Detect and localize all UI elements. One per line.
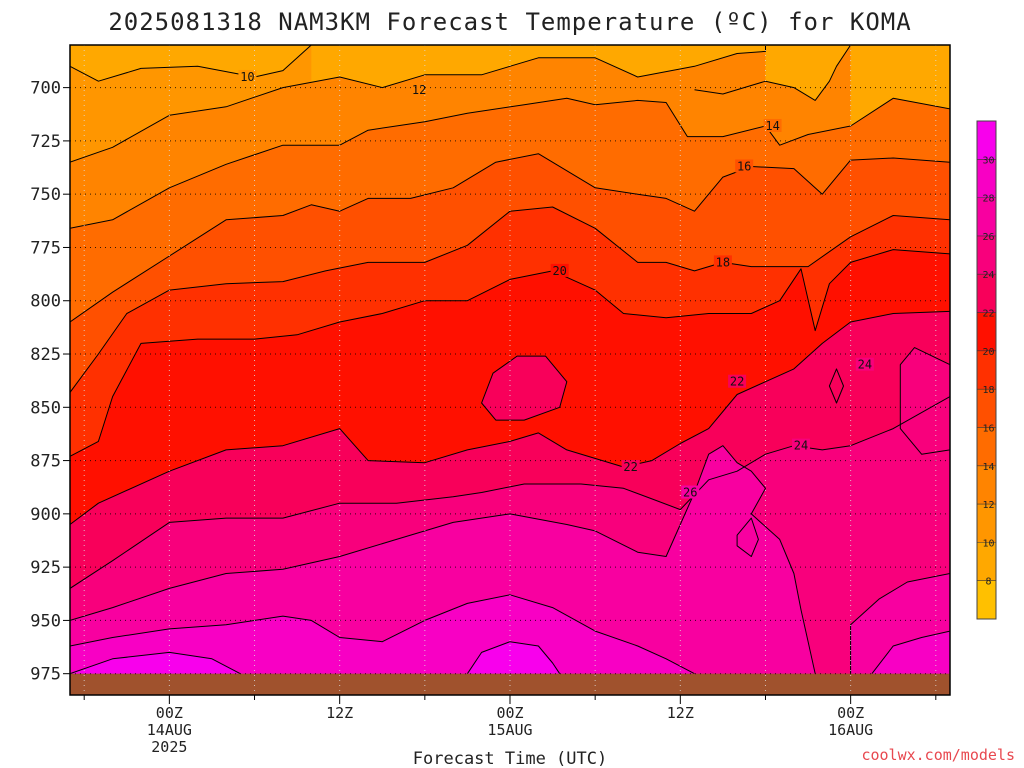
colorbar-swatch <box>977 389 996 428</box>
contour-line-28 <box>871 630 950 675</box>
chart-title: 2025081318 NAM3KM Forecast Temperature (… <box>108 8 911 36</box>
colorbar-swatch <box>977 197 996 236</box>
x-tick-label: 16AUG <box>828 721 873 739</box>
x-tick-label: 2025 <box>151 738 187 756</box>
contour-label-16: 16 <box>735 159 754 173</box>
colorbar-swatch <box>977 159 996 198</box>
svg-text:18: 18 <box>716 255 730 269</box>
colorbar-label: 30 <box>982 155 994 166</box>
colorbar-swatch <box>977 350 996 390</box>
contour-line-12 <box>694 45 852 101</box>
svg-text:16: 16 <box>737 159 751 173</box>
x-tick-label: 00Z <box>496 704 523 722</box>
closed-band-26 <box>737 518 759 557</box>
contour-line-26 <box>70 445 816 674</box>
y-tick-label: 850 <box>30 398 61 418</box>
colorbar-swatch <box>977 542 996 581</box>
contour-line-22 <box>70 310 950 525</box>
colorbar-label: 20 <box>982 347 994 358</box>
contour-line-24 <box>899 347 950 455</box>
contour-label-22: 22 <box>728 374 747 389</box>
contour-line-10 <box>70 45 312 82</box>
contour-line-28 <box>70 594 695 675</box>
colorbar: 8 10 12 14 16 18 20 22 24 26 28 30 <box>976 120 997 620</box>
y-tick-label: 825 <box>30 345 61 365</box>
contour-line-18 <box>70 206 950 393</box>
svg-text:24: 24 <box>858 358 872 372</box>
colorbar-swatch <box>977 427 996 466</box>
closed-band-24 <box>900 347 950 455</box>
colorbar-label: 10 <box>982 538 994 549</box>
svg-text:22: 22 <box>730 375 744 389</box>
x-tick-label: 00Z <box>837 704 864 722</box>
y-tick-label: 750 <box>30 185 61 205</box>
colorbar-label: 14 <box>982 462 994 473</box>
y-tick-label: 725 <box>30 132 61 152</box>
svg-text:20: 20 <box>552 264 566 278</box>
colorbar-label: 26 <box>982 232 994 243</box>
contour-line-22 <box>828 368 844 404</box>
colorbar-label: 28 <box>982 194 994 205</box>
colorbar-label: 8 <box>985 577 991 588</box>
colorbar-label: 16 <box>982 423 994 434</box>
ground-strip <box>70 673 950 695</box>
contour-label-26: 26 <box>681 485 700 500</box>
contour-label-20: 20 <box>550 263 569 278</box>
svg-text:14: 14 <box>765 119 779 133</box>
colorbar-swatch <box>977 312 996 351</box>
x-tick-label: 15AUG <box>487 721 532 739</box>
contour-line-22 <box>481 355 568 421</box>
colorbar-swatch <box>977 235 996 275</box>
filled-contours <box>70 45 950 695</box>
contour-label-10: 10 <box>238 69 257 84</box>
colorbar-swatch <box>977 580 996 619</box>
colorbar-label: 22 <box>982 309 994 320</box>
contour-line-14 <box>70 97 950 229</box>
credit-text: coolwx.com/models <box>861 746 1015 764</box>
contour-line-30 <box>70 651 241 675</box>
x-tick-label: 14AUG <box>147 721 192 739</box>
x-tick-label: 12Z <box>667 704 694 722</box>
colorbar-swatch <box>977 274 996 313</box>
colorbar-label: 12 <box>982 500 994 511</box>
contour-label-22: 22 <box>621 459 640 474</box>
contour-label-24: 24 <box>855 357 874 372</box>
y-tick-label: 950 <box>30 611 61 631</box>
svg-text:22: 22 <box>623 460 637 474</box>
x-tick-label: 12Z <box>326 704 353 722</box>
colorbar-frame <box>976 120 997 620</box>
colorbar-label: 18 <box>982 385 994 396</box>
axes: 70072575077580082585087590092595097500Z1… <box>30 44 951 756</box>
y-tick-label: 875 <box>30 452 61 472</box>
x-axis-label: Forecast Time (UTC) <box>413 749 607 768</box>
svg-text:26: 26 <box>683 486 697 500</box>
closed-band-22 <box>481 356 567 421</box>
y-tick-label: 975 <box>30 665 61 685</box>
contour-label-18: 18 <box>713 255 732 269</box>
svg-text:24: 24 <box>794 439 808 453</box>
svg-text:12: 12 <box>412 83 426 97</box>
contour-line-26 <box>850 573 950 674</box>
contour-line-26 <box>736 517 759 557</box>
y-tick-label: 900 <box>30 505 61 525</box>
y-tick-label: 800 <box>30 292 61 312</box>
colorbar-swatch <box>977 504 996 543</box>
contour-label-14: 14 <box>763 118 782 133</box>
contour-line-12 <box>70 45 766 163</box>
contour-label-12: 12 <box>410 82 429 97</box>
y-tick-label: 700 <box>30 79 61 99</box>
y-tick-label: 925 <box>30 558 61 578</box>
contour-line-30 <box>466 641 561 674</box>
svg-text:10: 10 <box>240 70 254 84</box>
colorbar-swatch <box>977 465 996 505</box>
contour-line-16 <box>70 153 950 323</box>
colorbar-label: 24 <box>982 270 994 281</box>
colorbar-swatch <box>977 121 996 160</box>
contour-label-24: 24 <box>791 438 810 453</box>
plot-area: 10 12 14 16 18 20 22 22 24 24 26 <box>70 45 950 695</box>
y-tick-label: 775 <box>30 238 61 258</box>
x-tick-label: 00Z <box>156 704 183 722</box>
